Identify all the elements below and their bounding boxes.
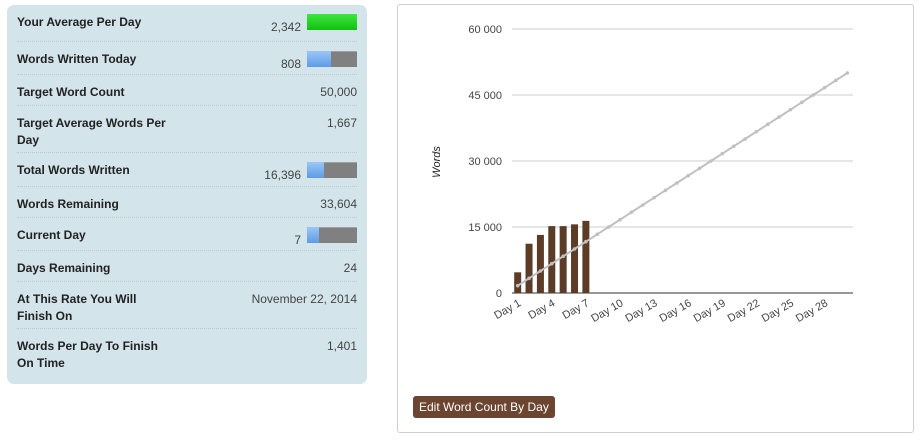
target-point	[595, 232, 600, 237]
chart-bar	[536, 234, 544, 293]
edit-word-count-button[interactable]: Edit Word Count By Day	[413, 396, 555, 418]
y-tick-label: 45 000	[468, 90, 502, 102]
target-point	[606, 225, 611, 229]
x-tick-label: Day 16	[657, 297, 693, 325]
x-tick-label: Day 19	[692, 297, 728, 325]
target-point	[652, 195, 656, 200]
target-point	[663, 188, 668, 193]
progress-bar	[307, 162, 357, 178]
word-count-chart-panel: 0 15 000 30 000 45 000 60 000 Words Day 1 Day 4…	[397, 4, 914, 433]
stat-value: 808	[280, 57, 301, 71]
stat-value: 24	[343, 261, 357, 275]
target-point	[765, 122, 770, 127]
stat-row: Words Per Day To Finish On Time 1,401	[17, 329, 357, 378]
stat-value: 50,000	[320, 85, 357, 99]
stat-value: 7	[294, 233, 301, 247]
target-point	[777, 115, 781, 119]
stat-label: Words Remaining	[17, 197, 119, 211]
stat-label: Words Written Today	[17, 52, 137, 66]
stat-row: Current Day 7	[17, 218, 357, 251]
stat-row: Your Average Per Day 2,342	[17, 5, 357, 42]
word-count-chart: 0 15 000 30 000 45 000 60 000 Words Day 1 Day 4…	[431, 24, 853, 325]
stat-row: Total Words Written 16,396	[17, 153, 357, 187]
chart-bar	[582, 220, 590, 293]
stat-label: Target Average Words Per Day	[17, 116, 166, 147]
stat-label: Current Day	[17, 228, 86, 242]
stat-label: Your Average Per Day	[17, 15, 142, 29]
target-point	[822, 85, 827, 90]
target-point	[538, 269, 543, 273]
chart-bar	[525, 243, 533, 293]
stat-label: Total Words Written	[17, 163, 130, 177]
target-point	[549, 261, 554, 266]
target-point	[572, 247, 577, 251]
stat-label: At This Rate You Will Finish On	[17, 292, 137, 323]
y-axis-title: Words	[431, 146, 443, 178]
target-point	[788, 107, 793, 112]
target-point	[584, 239, 588, 244]
y-tick-label: 0	[496, 288, 502, 300]
stat-label: Words Per Day To Finish On Time	[17, 339, 158, 370]
target-point	[743, 137, 747, 141]
stat-row: Words Remaining 33,604	[17, 187, 357, 218]
progress-bar-fill	[307, 227, 319, 243]
x-tick-label: Day 25	[760, 297, 796, 325]
stat-row: Target Word Count 50,000	[17, 75, 357, 106]
target-point	[720, 151, 725, 156]
progress-bar-fill	[307, 162, 324, 178]
stat-label: Days Remaining	[17, 261, 111, 275]
target-point	[800, 100, 804, 105]
x-tick-label: Day 1	[492, 297, 523, 322]
chart-bar	[571, 224, 579, 293]
target-point	[686, 173, 690, 178]
progress-bar-fill	[307, 51, 331, 67]
target-point	[709, 159, 713, 163]
x-tick-label: Day 13	[623, 297, 659, 325]
chart-bar	[514, 272, 522, 293]
target-point	[561, 254, 565, 259]
stat-value: 1,667	[326, 116, 357, 130]
stats-panel: Your Average Per Day 2,342 Words Written T…	[7, 5, 367, 384]
target-point	[618, 217, 622, 222]
target-point	[731, 144, 736, 149]
x-tick-label: Day 22	[726, 297, 762, 325]
target-point	[629, 210, 634, 215]
stat-value: 1,401	[326, 339, 357, 353]
progress-bar	[307, 51, 357, 67]
x-tick-label: Day 28	[794, 297, 830, 325]
target-point	[845, 71, 850, 75]
target-point	[754, 129, 759, 134]
progress-bar-fill	[307, 14, 357, 30]
target-point	[515, 283, 520, 288]
x-tick-label: Day 7	[560, 297, 591, 322]
y-tick-label: 15 000	[468, 222, 502, 234]
chart-bar	[559, 226, 567, 293]
target-point	[527, 276, 531, 281]
x-tick-label: Day 10	[589, 297, 625, 325]
chart-bar	[548, 226, 556, 293]
stat-row: Days Remaining 24	[17, 251, 357, 282]
target-point	[697, 166, 702, 171]
target-point	[834, 78, 838, 83]
target-point	[640, 203, 645, 207]
target-point	[811, 93, 816, 97]
progress-bar	[307, 14, 357, 30]
y-tick-label: 30 000	[468, 156, 502, 168]
stat-value: 33,604	[320, 197, 357, 211]
x-tick-label: Day 4	[526, 297, 557, 322]
stat-value: November 22, 2014	[251, 292, 357, 306]
y-tick-label: 60 000	[468, 24, 502, 36]
stat-value: 16,396	[264, 168, 301, 182]
stat-row: Words Written Today 808	[17, 42, 357, 75]
stat-value: 2,342	[270, 20, 301, 34]
progress-bar	[307, 227, 357, 243]
stat-row: Target Average Words Per Day 1,667	[17, 106, 357, 153]
stat-label: Target Word Count	[17, 85, 125, 99]
stat-row: At This Rate You Will Finish On November …	[17, 282, 357, 329]
target-point	[675, 181, 679, 185]
target-line	[517, 72, 848, 287]
